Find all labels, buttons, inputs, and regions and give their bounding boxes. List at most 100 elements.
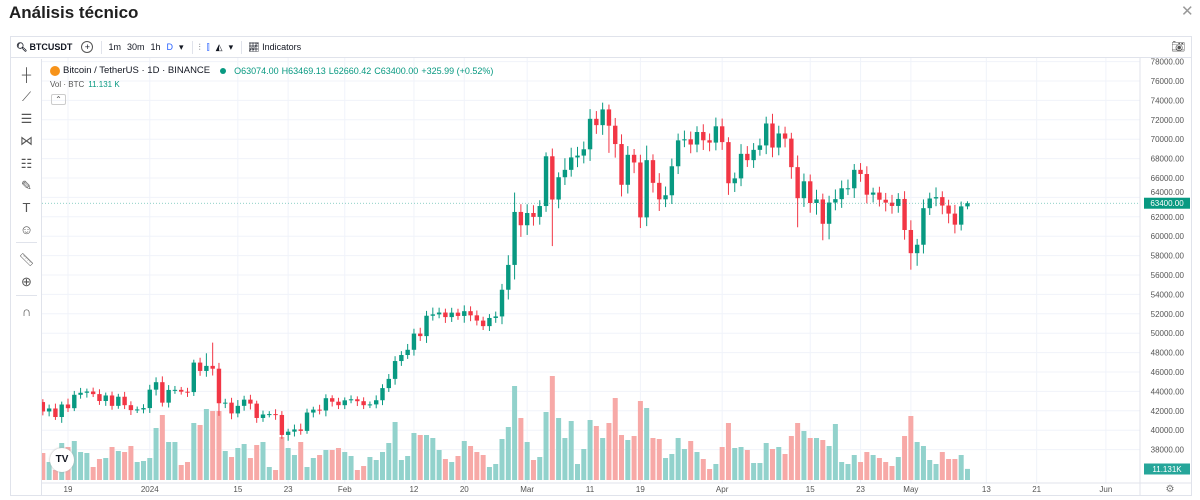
close-icon[interactable]: ✕ bbox=[1181, 3, 1194, 20]
price-tick-label: 38000.00 bbox=[1151, 446, 1185, 455]
text-icon[interactable]: T bbox=[22, 200, 31, 215]
time-tick-label: 19 bbox=[64, 485, 73, 494]
volume-bar bbox=[260, 442, 266, 480]
volume-bar bbox=[442, 459, 448, 480]
price-tick-label: 66000.00 bbox=[1151, 174, 1185, 183]
magnet-icon[interactable]: ∩ bbox=[21, 304, 32, 319]
candle-body bbox=[889, 202, 895, 206]
compare-add-icon[interactable]: + bbox=[81, 41, 94, 53]
volume-bar bbox=[832, 424, 838, 480]
time-tick-label: 23 bbox=[284, 485, 293, 494]
candle-body bbox=[97, 394, 102, 402]
candle-body bbox=[487, 317, 492, 327]
ohlc-close: C63400.00 bbox=[374, 65, 419, 76]
brush-icon[interactable]: ✎ bbox=[21, 178, 32, 193]
volume-bar bbox=[688, 441, 694, 480]
candle-body bbox=[317, 409, 322, 411]
volume-bar bbox=[96, 459, 102, 480]
zoom-in-icon[interactable]: ⊕ bbox=[21, 274, 32, 289]
divider bbox=[101, 40, 103, 54]
area-style-icon[interactable]: ◭ bbox=[215, 41, 223, 52]
candle-body bbox=[455, 312, 461, 316]
candle-body bbox=[839, 188, 844, 200]
price-tick-label: 58000.00 bbox=[1151, 252, 1185, 261]
ruler-icon[interactable]: 📏︎ bbox=[18, 252, 35, 267]
volume-bar bbox=[851, 455, 857, 480]
candle-body bbox=[852, 169, 857, 189]
volume-bar bbox=[115, 451, 121, 480]
crosshair-icon[interactable]: ┼ bbox=[21, 67, 32, 82]
candle-body bbox=[845, 188, 851, 190]
market-status-icon bbox=[220, 67, 227, 74]
price-tick-label: 50000.00 bbox=[1151, 329, 1185, 338]
candle-body bbox=[820, 199, 825, 224]
volume-bar bbox=[361, 466, 367, 480]
candle-body bbox=[644, 160, 649, 218]
candle-body bbox=[613, 125, 618, 145]
time-tick-label: 20 bbox=[460, 485, 469, 494]
candle-body bbox=[688, 139, 693, 145]
volume-bar bbox=[455, 456, 461, 480]
price-chart[interactable]: 38000.00 40000.00 42000.00 44000.00 46000.00… bbox=[42, 58, 1192, 496]
volume-bar bbox=[914, 442, 920, 480]
interval-1m[interactable]: 1m bbox=[108, 42, 121, 52]
candle-body bbox=[153, 382, 159, 390]
candle-body bbox=[594, 118, 599, 126]
volume-bar bbox=[902, 436, 908, 480]
volume-bar bbox=[927, 460, 933, 480]
prediction-icon[interactable]: ☷ bbox=[20, 156, 33, 171]
candle-body bbox=[342, 400, 347, 406]
symbol-search-button[interactable]: 🔍︎ BTCUSDT bbox=[16, 41, 73, 52]
candle-body bbox=[166, 389, 171, 403]
price-tick-label: 44000.00 bbox=[1151, 387, 1185, 396]
volume-bar bbox=[247, 458, 253, 480]
volume-bar bbox=[524, 442, 530, 480]
chart-widget: 🔍︎ BTCUSDT + 1m 30m 1h D ▾ ⫶ ⫿ ◭ ▾ 📈︎ Ind… bbox=[10, 36, 1192, 496]
volume-bar bbox=[210, 411, 216, 480]
candle-body bbox=[59, 404, 64, 418]
interval-1h[interactable]: 1h bbox=[150, 42, 161, 52]
volume-bar bbox=[140, 461, 146, 480]
volume-bar bbox=[562, 438, 568, 480]
price-tick-label: 54000.00 bbox=[1151, 290, 1185, 299]
candle-body bbox=[292, 429, 297, 432]
pattern-icon[interactable]: ⋈ bbox=[20, 133, 33, 148]
volume-bar bbox=[625, 440, 631, 480]
ohlc-low: L62660.42 bbox=[328, 65, 372, 76]
fib-icon[interactable]: ☰ bbox=[20, 111, 33, 126]
candle-body bbox=[480, 320, 486, 327]
indicators-button[interactable]: 📈︎ Indicators bbox=[248, 41, 302, 52]
tradingview-logo[interactable]: TV bbox=[50, 448, 74, 472]
candle-body bbox=[789, 138, 794, 168]
volume-bar bbox=[172, 442, 178, 480]
time-tick-label: Feb bbox=[338, 485, 352, 494]
camera-icon[interactable]: 📷︎ bbox=[1171, 41, 1185, 53]
interval-d[interactable]: D bbox=[166, 42, 173, 52]
last-volume-badge bbox=[1144, 463, 1190, 475]
interval-30m[interactable]: 30m bbox=[126, 42, 145, 52]
candle-body bbox=[927, 198, 932, 209]
collapse-legend-button[interactable]: ⌃ bbox=[51, 94, 66, 105]
chevron-down-icon[interactable]: ▾ bbox=[228, 41, 234, 52]
trend-line-icon[interactable]: ⟋ bbox=[21, 89, 32, 104]
emoji-icon[interactable]: ☺ bbox=[19, 222, 34, 237]
volume-bar bbox=[449, 462, 455, 480]
candle-body bbox=[84, 391, 90, 393]
volume-bar bbox=[468, 446, 474, 480]
candle-body bbox=[109, 395, 115, 406]
volume-bar bbox=[474, 452, 480, 480]
candle-style-icon[interactable]: ⫿ bbox=[206, 41, 210, 52]
candle-body bbox=[896, 198, 901, 206]
last-volume-label: 11.131K bbox=[1152, 465, 1182, 474]
settings-gear-icon[interactable]: ⚙ bbox=[1166, 484, 1175, 495]
volume-bar bbox=[486, 467, 492, 480]
symbol-title: Bitcoin / TetherUS · 1D · BINANCE bbox=[63, 65, 211, 76]
chevron-down-icon[interactable]: ▾ bbox=[178, 41, 184, 52]
candle-body bbox=[795, 167, 800, 199]
volume-bar bbox=[109, 447, 115, 480]
volume-bar bbox=[876, 458, 882, 480]
candle-body bbox=[883, 199, 888, 203]
bar-style-icon[interactable]: ⫶ bbox=[198, 41, 201, 52]
dialog-title: Análisis técnico bbox=[9, 3, 139, 22]
candle-body bbox=[273, 414, 278, 416]
